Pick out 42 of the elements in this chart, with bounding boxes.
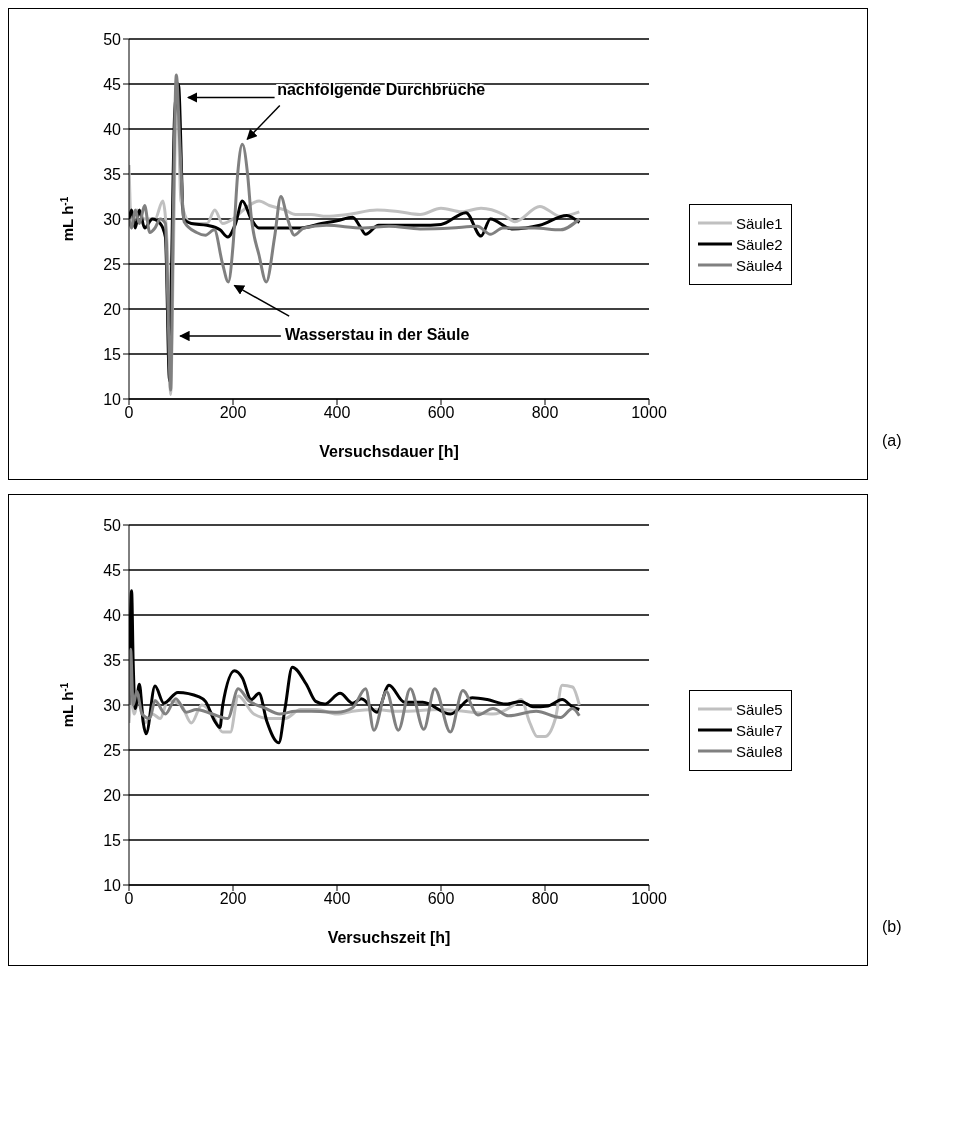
x-tick-label: 1000	[631, 404, 667, 422]
y-tick-label: 10	[103, 390, 122, 408]
legend-label: Säule7	[736, 721, 783, 739]
x-tick-label: 800	[531, 404, 559, 422]
x-tick-label: 600	[427, 404, 455, 422]
legend-label: Säule8	[736, 742, 783, 760]
y-tick-label: 15	[103, 345, 122, 363]
legend-label: Säule1	[736, 214, 783, 232]
legend-label: Säule4	[736, 256, 783, 274]
annotation: Wasserstau in der Säule	[285, 326, 470, 344]
y-tick-label: 45	[103, 75, 122, 93]
x-tick-label: 0	[124, 890, 134, 908]
legend-label: Säule5	[736, 700, 783, 718]
y-tick-label: 35	[103, 165, 122, 183]
x-axis-title: Versuchszeit [h]	[327, 929, 451, 946]
text: (a)	[882, 432, 902, 450]
y-tick-label: 40	[103, 606, 122, 624]
x-tick-label: 600	[427, 890, 455, 908]
y-tick-label: 50	[103, 516, 122, 534]
y-tick-label: 20	[103, 300, 122, 318]
x-tick-label: 200	[219, 890, 247, 908]
y-tick-label: 25	[103, 255, 122, 273]
y-tick-label: 50	[103, 30, 122, 48]
text: (b)	[882, 918, 902, 936]
x-tick-label: 800	[531, 890, 559, 908]
x-tick-label: 400	[323, 404, 351, 422]
y-tick-label: 40	[103, 120, 122, 138]
x-tick-label: 400	[323, 890, 351, 908]
y-tick-label: 15	[103, 831, 122, 849]
annotation: nachfolgende Durchbrüche	[277, 80, 486, 98]
y-tick-label: 10	[103, 876, 122, 894]
x-tick-label: 1000	[631, 890, 667, 908]
x-tick-label: 200	[219, 404, 247, 422]
x-axis-title: Versuchsdauer [h]	[319, 443, 459, 460]
y-tick-label: 25	[103, 741, 122, 759]
x-tick-label: 0	[124, 404, 134, 422]
y-tick-label: 35	[103, 651, 122, 669]
legend-label: Säule2	[736, 235, 783, 253]
y-tick-label: 30	[103, 210, 122, 228]
y-tick-label: 20	[103, 786, 122, 804]
y-tick-label: 30	[103, 696, 122, 714]
y-tick-label: 45	[103, 561, 122, 579]
